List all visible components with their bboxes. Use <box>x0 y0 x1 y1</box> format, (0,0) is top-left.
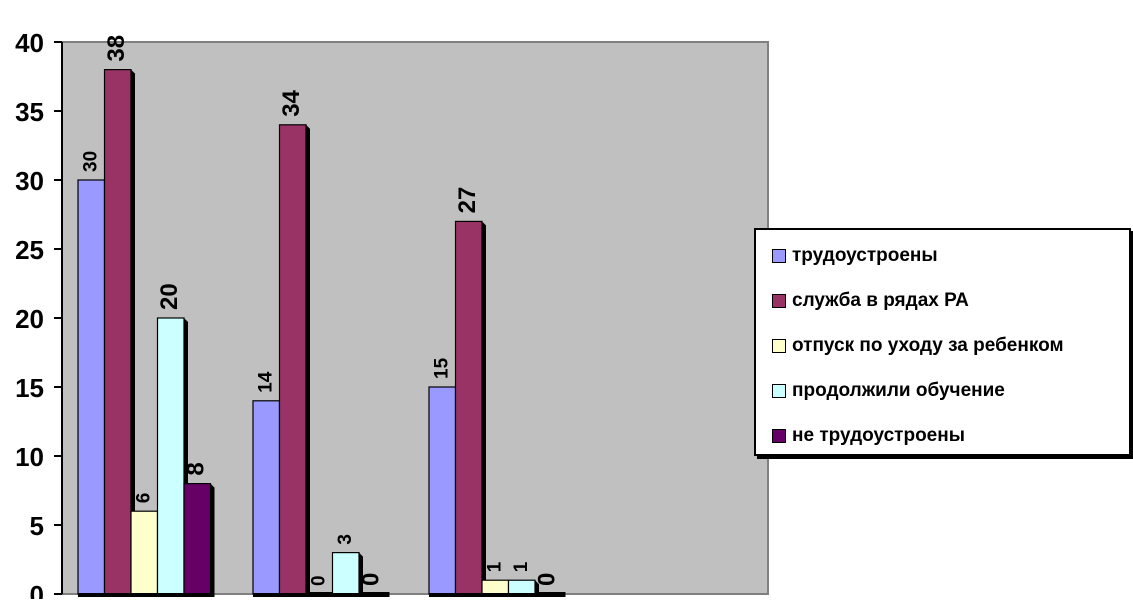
bar-side <box>131 69 135 595</box>
data-label: 8 <box>183 462 210 475</box>
legend-label: служба в рядах РА <box>792 290 969 311</box>
bar <box>428 386 457 595</box>
legend-label: трудоустроены <box>792 245 938 266</box>
bar <box>77 179 106 595</box>
legend-item: трудоустроены <box>772 244 938 268</box>
category-base <box>429 593 566 597</box>
legend: трудоустроены служба в рядах РА отпуск п… <box>754 228 1131 456</box>
bars <box>77 68 566 597</box>
data-label: 6 <box>133 493 154 504</box>
bar <box>507 579 536 595</box>
legend-item: продолжили обучение <box>772 379 1005 403</box>
bar-side <box>306 124 310 595</box>
legend-swatch <box>772 429 786 443</box>
legend-swatch <box>772 384 786 398</box>
data-label: 30 <box>80 151 101 172</box>
bar <box>454 220 483 595</box>
y-tick-label: 20 <box>15 304 44 334</box>
bar <box>278 124 307 595</box>
bar-side <box>210 483 215 594</box>
y-tick-label: 25 <box>15 235 44 265</box>
legend-item: не трудоустроены <box>772 424 965 448</box>
bar <box>183 483 212 595</box>
y-axis: 0 5 10 15 20 25 30 35 40 <box>15 28 63 604</box>
data-label: 14 <box>255 371 276 393</box>
data-label: 38 <box>103 35 130 62</box>
bar <box>156 317 185 595</box>
legend-swatch <box>772 249 786 263</box>
data-label: 3 <box>335 534 356 545</box>
y-tick-label: 30 <box>15 166 44 196</box>
y-tick-label: 40 <box>15 28 44 58</box>
y-tick-label: 10 <box>15 442 44 472</box>
category-base <box>253 593 390 597</box>
legend-item: служба в рядах РА <box>772 289 969 313</box>
legend-label: продолжили обучение <box>792 380 1005 401</box>
legend-swatch <box>772 294 786 308</box>
y-tick-label: 0 <box>30 580 44 599</box>
data-label: 20 <box>156 283 183 310</box>
data-label: 1 <box>511 561 532 572</box>
data-label: 34 <box>278 89 305 116</box>
legend-item: отпуск по уходу за ребенком <box>772 334 1064 358</box>
bar-side <box>535 580 539 594</box>
bar <box>130 510 159 595</box>
bar <box>331 551 360 595</box>
legend-label: отпуск по уходу за ребенком <box>792 335 1064 356</box>
bar-side <box>482 221 486 594</box>
data-label: 15 <box>431 357 452 379</box>
bar <box>481 579 510 595</box>
data-label: 0 <box>534 573 561 586</box>
category-base <box>78 593 215 597</box>
data-label: 0 <box>358 573 385 586</box>
bar <box>252 400 281 595</box>
legend-swatch <box>772 339 786 353</box>
y-tick-label: 5 <box>30 511 44 541</box>
bar <box>103 68 132 595</box>
legend-label: не трудоустроены <box>792 425 965 446</box>
bar-side <box>359 552 363 594</box>
data-label: 0 <box>308 575 329 586</box>
y-tick-label: 35 <box>15 97 44 127</box>
data-label: 27 <box>454 187 481 214</box>
data-label: 1 <box>484 561 505 572</box>
y-tick-label: 15 <box>15 373 44 403</box>
